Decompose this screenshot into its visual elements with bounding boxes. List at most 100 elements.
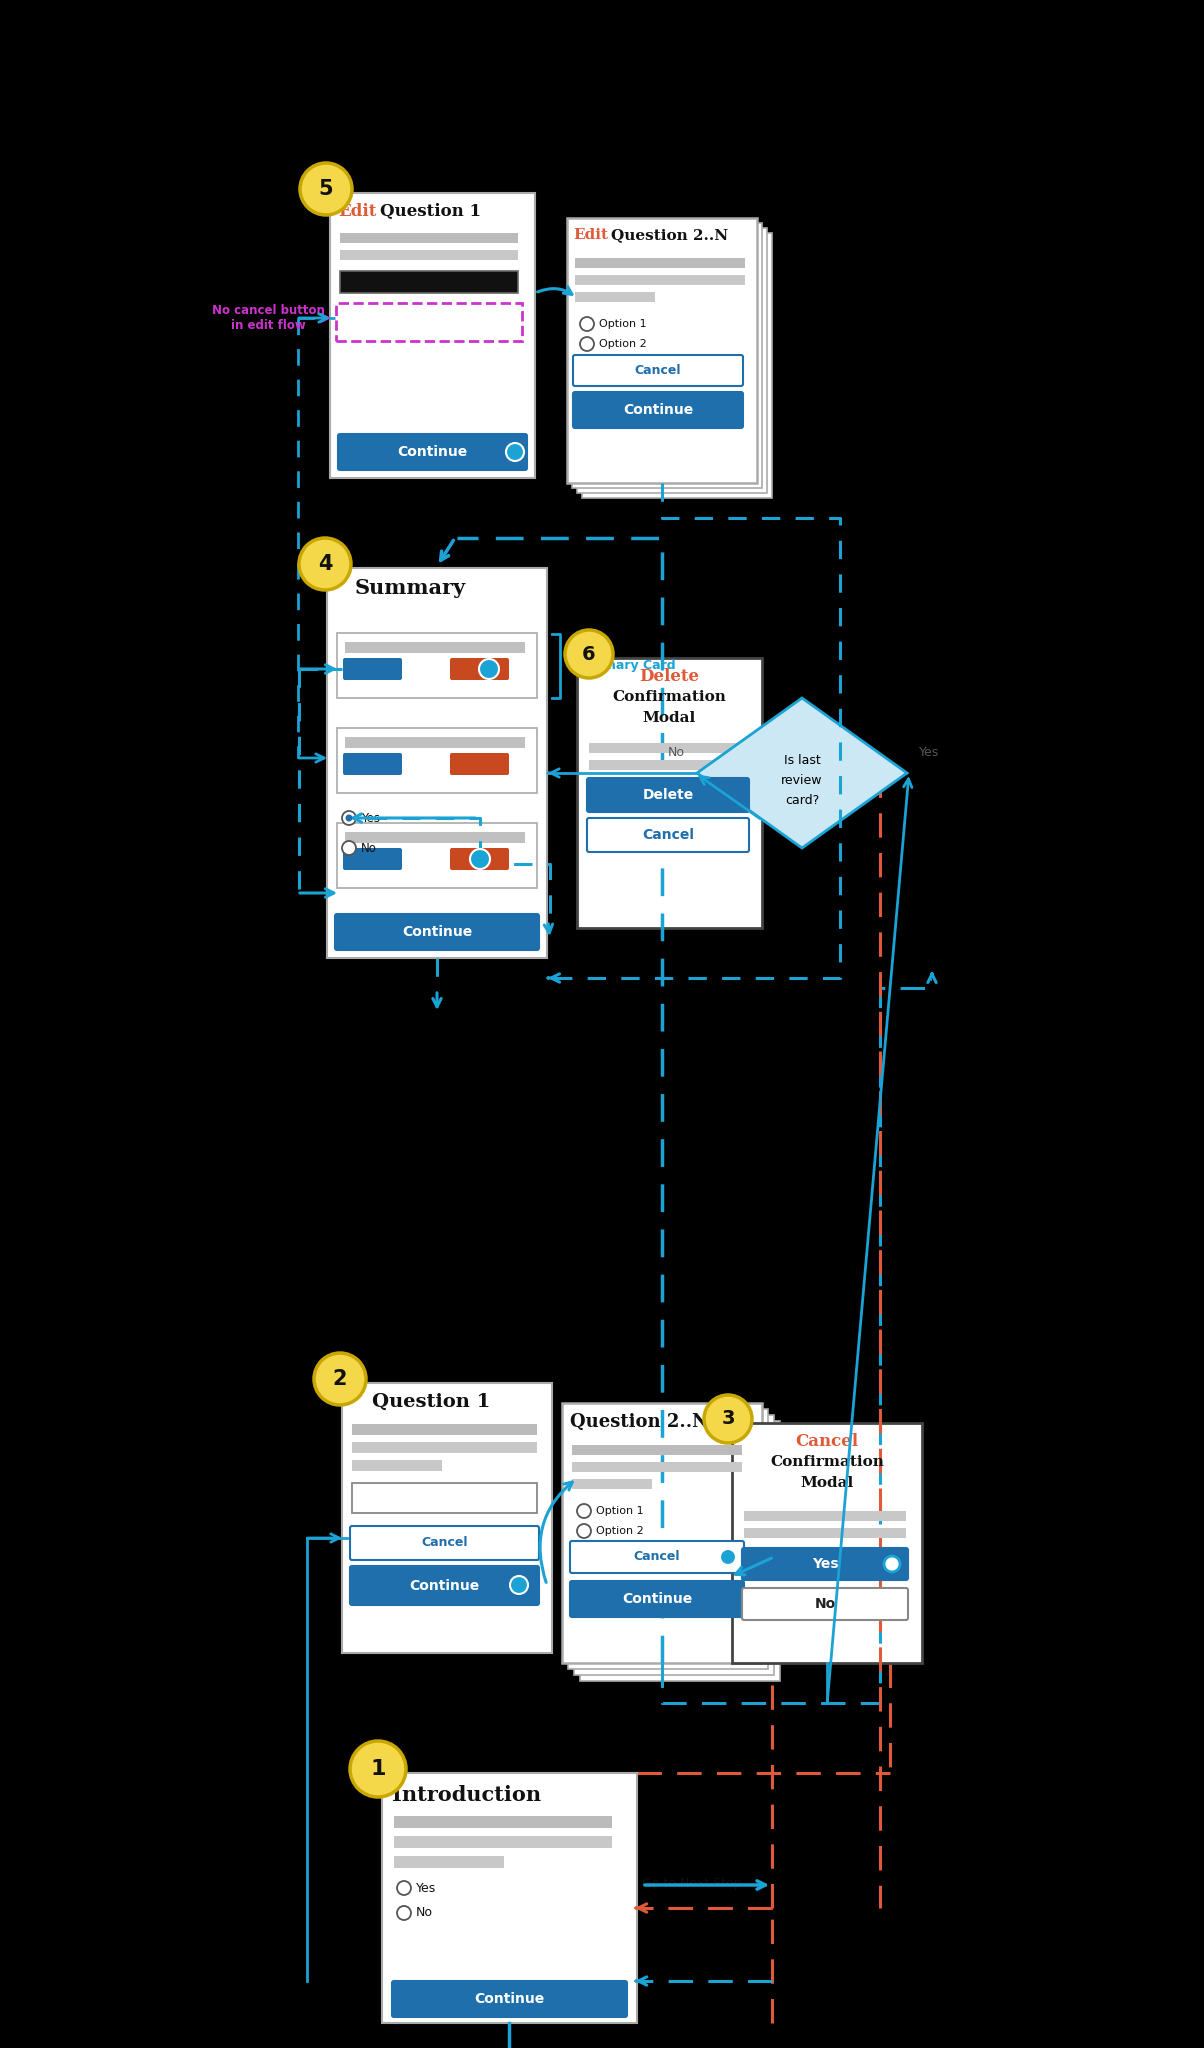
Circle shape <box>479 659 498 680</box>
Text: Confirmation: Confirmation <box>612 690 726 705</box>
Text: Continue: Continue <box>402 926 472 938</box>
FancyBboxPatch shape <box>589 743 746 754</box>
FancyBboxPatch shape <box>576 293 655 301</box>
Circle shape <box>342 811 356 825</box>
FancyBboxPatch shape <box>569 1581 744 1618</box>
Text: Continue: Continue <box>409 1579 479 1593</box>
Text: Confirmation: Confirmation <box>771 1454 884 1468</box>
FancyBboxPatch shape <box>573 354 743 385</box>
Text: 6: 6 <box>583 645 596 664</box>
Circle shape <box>314 1354 366 1405</box>
FancyBboxPatch shape <box>343 657 402 680</box>
FancyBboxPatch shape <box>588 817 749 852</box>
FancyBboxPatch shape <box>352 1483 537 1513</box>
FancyBboxPatch shape <box>572 223 762 487</box>
Text: Cancel: Cancel <box>633 1550 680 1563</box>
FancyBboxPatch shape <box>576 274 745 285</box>
FancyBboxPatch shape <box>337 823 537 889</box>
FancyBboxPatch shape <box>350 1567 539 1606</box>
FancyBboxPatch shape <box>588 778 749 811</box>
Text: No: No <box>814 1597 836 1612</box>
FancyBboxPatch shape <box>580 1421 780 1681</box>
Text: Yes: Yes <box>811 1556 838 1571</box>
FancyBboxPatch shape <box>450 848 509 870</box>
FancyBboxPatch shape <box>346 737 525 748</box>
FancyBboxPatch shape <box>744 1528 905 1538</box>
Text: Introduction: Introduction <box>393 1786 541 1804</box>
Text: Delete: Delete <box>643 788 694 803</box>
Text: Modal: Modal <box>643 711 696 725</box>
Circle shape <box>470 850 490 868</box>
Text: Edit: Edit <box>573 227 608 242</box>
Circle shape <box>704 1395 752 1444</box>
Text: 3: 3 <box>721 1409 734 1430</box>
Text: No: No <box>361 842 377 854</box>
Circle shape <box>577 1524 591 1538</box>
FancyBboxPatch shape <box>340 270 518 293</box>
FancyBboxPatch shape <box>450 754 509 774</box>
FancyBboxPatch shape <box>742 1548 908 1579</box>
FancyBboxPatch shape <box>352 1442 537 1452</box>
Text: 4: 4 <box>318 555 332 573</box>
Text: Go to Next Step: Go to Next Step <box>642 1876 742 1890</box>
FancyBboxPatch shape <box>337 633 537 698</box>
Text: Summary Card: Summary Card <box>572 659 675 672</box>
FancyBboxPatch shape <box>577 227 767 494</box>
Circle shape <box>577 1503 591 1518</box>
Text: Summary: Summary <box>355 578 466 598</box>
Text: Is last: Is last <box>784 754 820 768</box>
FancyBboxPatch shape <box>744 1511 905 1522</box>
FancyBboxPatch shape <box>572 1446 742 1454</box>
FancyBboxPatch shape <box>732 1423 922 1663</box>
FancyBboxPatch shape <box>568 1409 768 1669</box>
Text: 1: 1 <box>371 1759 385 1780</box>
FancyBboxPatch shape <box>340 250 518 260</box>
FancyBboxPatch shape <box>350 1526 539 1561</box>
FancyBboxPatch shape <box>572 1462 742 1473</box>
Text: review: review <box>781 774 822 788</box>
Text: Cancel: Cancel <box>642 827 694 842</box>
Text: Question 1: Question 1 <box>372 1393 490 1411</box>
Text: Option 1: Option 1 <box>600 319 647 330</box>
Text: Edit: Edit <box>338 203 377 219</box>
FancyBboxPatch shape <box>394 1817 612 1829</box>
Text: No cancel button
in edit flow: No cancel button in edit flow <box>212 303 324 332</box>
FancyBboxPatch shape <box>573 391 743 428</box>
FancyBboxPatch shape <box>589 760 746 770</box>
Text: Question 2..N: Question 2..N <box>610 227 728 242</box>
FancyBboxPatch shape <box>352 1423 537 1436</box>
FancyBboxPatch shape <box>576 258 745 268</box>
Text: Option 1: Option 1 <box>596 1505 644 1516</box>
Text: Continue: Continue <box>622 1591 692 1606</box>
Circle shape <box>342 842 356 854</box>
Circle shape <box>346 815 353 821</box>
FancyBboxPatch shape <box>394 1835 612 1847</box>
Text: Yes: Yes <box>361 811 380 825</box>
Text: Modal: Modal <box>801 1477 854 1491</box>
Circle shape <box>300 164 352 215</box>
FancyBboxPatch shape <box>342 1382 551 1653</box>
Circle shape <box>299 539 352 590</box>
Circle shape <box>350 1741 406 1796</box>
FancyBboxPatch shape <box>574 1415 774 1675</box>
Text: 2: 2 <box>332 1368 347 1389</box>
Text: Question 2..N: Question 2..N <box>569 1413 709 1432</box>
FancyBboxPatch shape <box>343 754 402 774</box>
FancyBboxPatch shape <box>343 848 402 870</box>
FancyBboxPatch shape <box>562 1403 762 1663</box>
FancyBboxPatch shape <box>567 217 757 483</box>
FancyBboxPatch shape <box>330 193 535 477</box>
Circle shape <box>506 442 524 461</box>
Circle shape <box>397 1907 411 1921</box>
Text: Yes: Yes <box>417 1882 436 1894</box>
Text: Cancel: Cancel <box>635 365 681 377</box>
FancyBboxPatch shape <box>394 1855 504 1868</box>
FancyBboxPatch shape <box>346 641 525 653</box>
FancyBboxPatch shape <box>340 233 518 244</box>
FancyBboxPatch shape <box>352 1460 442 1470</box>
Text: Delete: Delete <box>639 668 700 684</box>
Text: Yes: Yes <box>919 748 939 760</box>
Text: card?: card? <box>785 795 819 807</box>
Text: Cancel: Cancel <box>421 1536 467 1550</box>
FancyBboxPatch shape <box>572 1479 653 1489</box>
